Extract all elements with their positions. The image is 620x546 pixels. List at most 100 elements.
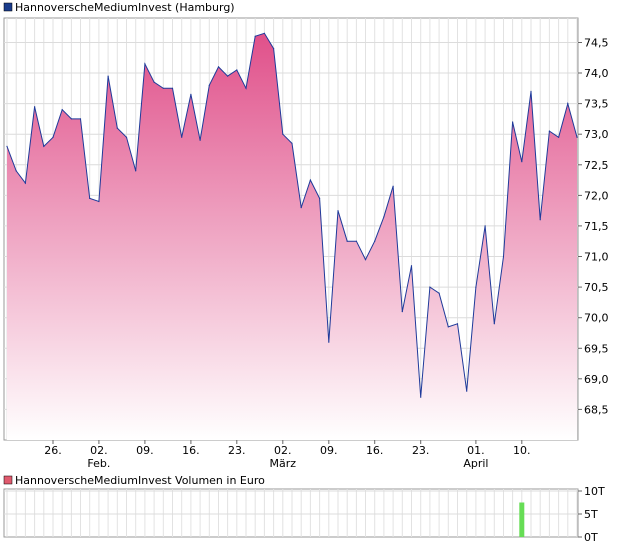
price-point [52,136,54,138]
price-legend-label: HannoverscheMediumInvest (Hamburg) [15,1,235,14]
price-point [374,240,376,242]
y-tick-label: 73,5 [584,98,609,111]
x-tick-label: 23. [228,444,246,457]
x-tick-label: 01. [467,444,485,457]
y-tick-label: 70,5 [584,281,609,294]
price-point [61,109,63,111]
price-point [392,185,394,187]
price-point [493,323,495,325]
volume-y-axis: 10T 5T 0T [578,485,605,544]
volume-legend-swatch [3,475,13,485]
price-point [208,84,210,86]
price-point [162,87,164,89]
price-point [539,219,541,221]
x-tick-month-label: Feb. [87,457,110,470]
volume-bars [519,502,525,537]
price-point [89,197,91,199]
price-point [116,127,118,129]
volume-legend-label: HannoverscheMediumInvest Volumen in Euro [15,474,265,487]
price-point [153,81,155,83]
x-tick-label: 09. [136,444,154,457]
price-point [282,133,284,135]
x-tick-label: 16. [366,444,384,457]
price-point [236,69,238,71]
price-point [254,35,256,37]
y-tick-label: 72,5 [584,159,609,172]
y-tick-label: 71,5 [584,220,609,233]
volume-legend: HannoverscheMediumInvest Volumen in Euro [3,474,265,487]
price-point [70,118,72,120]
volume-y-tick-label: 0T [584,531,598,544]
price-point [190,93,192,95]
price-point [15,170,17,172]
price-chart-panel: 68,5 69,0 69,5 70,0 70,5 71,0 71,5 72,0 72,5 73,0… [3,17,609,470]
price-y-axis: 68,5 69,0 69,5 70,0 70,5 71,0 71,5 72,0 72,5 73,0… [578,37,609,416]
price-point [263,32,265,34]
price-legend: HannoverscheMediumInvest (Hamburg) [3,1,235,14]
y-tick-label: 69,5 [584,342,609,355]
y-tick-label: 69,0 [584,373,609,386]
price-point [217,66,220,68]
price-point [328,341,330,343]
volume-grid [4,489,578,537]
price-point [548,130,551,132]
price-point [291,142,293,144]
x-tick-month-label: April [463,457,488,470]
price-point [34,106,36,108]
price-point [273,48,275,50]
price-point [171,87,174,89]
x-tick-month-label: März [270,457,297,470]
price-point [98,200,100,203]
price-point [6,145,8,147]
x-tick-label: 26. [44,444,62,457]
volume-plot-frame [3,488,579,538]
price-point [567,103,569,105]
price-point [558,136,560,138]
price-point [484,225,486,227]
price-point [456,323,459,325]
price-point [475,286,477,288]
price-point [502,255,505,258]
volume-bar [519,502,525,537]
y-tick-label: 74,5 [584,37,609,50]
y-tick-label: 71,0 [584,251,609,264]
price-point [429,286,431,288]
price-point [245,87,247,89]
volume-y-tick-label: 10T [584,485,605,498]
price-point [144,63,146,65]
price-point [355,240,357,242]
price-point [300,207,302,209]
volume-chart-panel: 10T 5T 0T [3,485,605,544]
price-point [447,326,449,328]
price-point [521,161,523,163]
price-point [466,390,468,392]
price-point [181,136,183,138]
price-point [135,170,137,172]
price-point [420,396,422,398]
x-tick-label: 02. [274,444,292,457]
price-point [227,75,229,77]
price-point [43,145,45,147]
price-point [125,136,128,138]
x-tick-label: 23. [412,444,430,457]
price-point [107,75,109,77]
price-point [364,259,367,261]
price-point [319,197,321,199]
y-tick-label: 73,0 [584,128,609,141]
price-point [438,292,440,294]
y-tick-label: 68,5 [584,403,609,416]
y-tick-label: 72,0 [584,189,609,202]
price-point [401,311,403,313]
price-point [383,216,385,218]
price-points [6,32,578,398]
price-point [576,136,578,138]
price-point [346,240,348,242]
x-tick-label: 10. [513,444,531,457]
price-point [199,139,201,141]
y-tick-label: 70,0 [584,312,609,325]
price-point [511,121,514,123]
price-point [337,210,339,212]
x-tick-label: 09. [320,444,338,457]
